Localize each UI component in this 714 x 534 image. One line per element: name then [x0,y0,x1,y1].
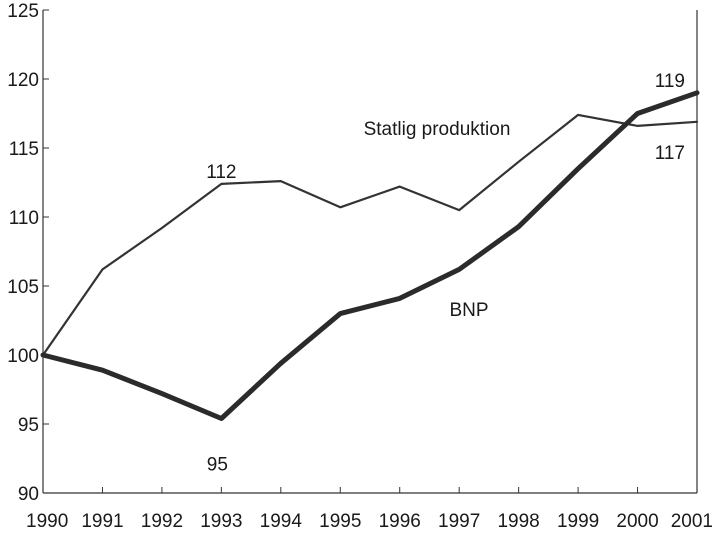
y-tick-label: 95 [18,415,39,436]
value-annotation: 95 [207,454,228,475]
y-tick-label: 105 [7,277,39,298]
series-line-statlig-produktion [41,113,699,357]
x-axis-ticks: 1990 1991 1992 1993 1994 1995 1996 1997 1998 1999… [26,487,713,532]
x-tick-label: 1991 [81,511,123,532]
value-annotation: 112 [206,162,236,183]
x-tick-label: 1992 [141,511,183,532]
y-tick-label: 115 [9,139,39,160]
x-tick-label: 1993 [200,511,242,532]
x-tick-label: 1996 [379,511,421,532]
y-axis-ticks: 90 95 100 105 110 115 120 125 [7,1,49,505]
y-tick-label: 120 [7,70,39,91]
x-tick-label: 1998 [497,511,539,532]
x-tick-label: 2001 [671,511,713,532]
y-tick-label: 90 [18,484,39,505]
y-tick-label: 100 [7,346,39,367]
value-annotation: 119 [655,71,685,92]
x-tick-label: 1997 [438,511,480,532]
x-tick-label: 1994 [260,511,303,532]
x-tick-label: 2000 [616,511,658,532]
x-tick-label: 1995 [319,511,361,532]
series-line-bnp [40,90,700,421]
x-tick-label: 1999 [557,511,599,532]
series-label: Statlig produktion [364,119,511,140]
x-tick-label: 1990 [26,511,68,532]
y-tick-label: 125 [7,1,39,22]
value-annotation: 117 [655,143,685,164]
chart-axes [42,10,698,494]
annotation-layer: 112 95 119 117 Statlig produktion BNP [206,71,685,476]
series-layer [40,90,700,421]
y-tick-label: 110 [9,208,39,229]
series-label: BNP [449,300,488,321]
